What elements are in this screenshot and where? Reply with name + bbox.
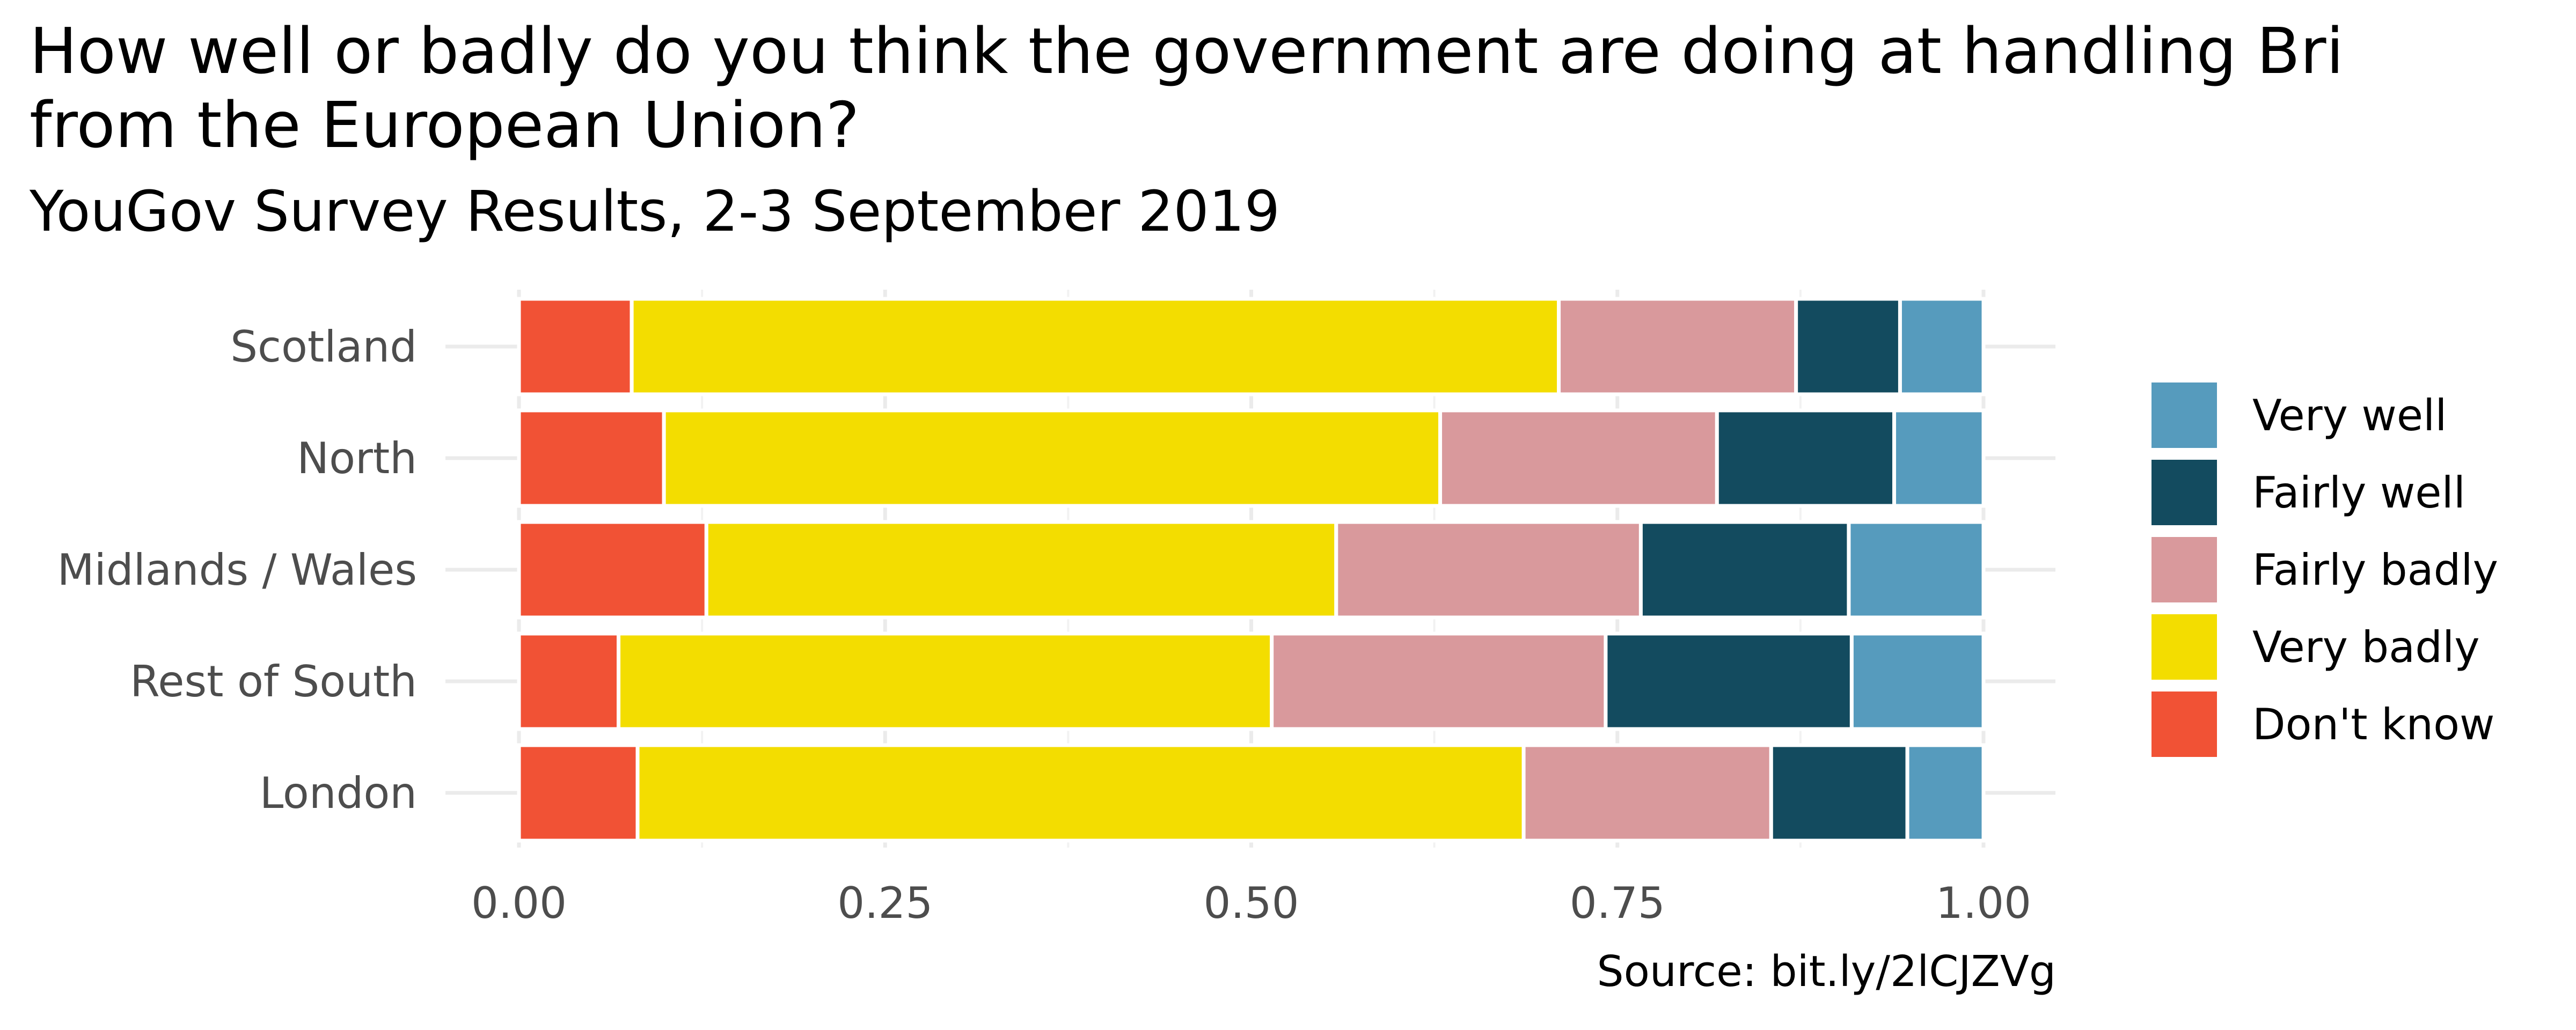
legend-label: Very badly	[2252, 622, 2480, 672]
bar-segment	[1769, 743, 1909, 843]
bar-segment	[1270, 631, 1608, 731]
legend-key	[2151, 614, 2217, 680]
x-tick-label: 0.50	[1203, 878, 1299, 928]
bar-segment	[1715, 408, 1897, 508]
y-tick-label: Rest of South	[130, 657, 417, 707]
bar-segment	[1438, 408, 1719, 508]
legend-label: Very well	[2252, 391, 2447, 440]
legend-key	[2151, 382, 2217, 448]
legend-label: Don't know	[2252, 700, 2494, 749]
y-tick-label: Scotland	[230, 322, 417, 372]
bar-segment	[1638, 520, 1851, 620]
bar-segment	[517, 297, 634, 396]
bar-segment	[517, 631, 621, 731]
bar-segment	[1604, 631, 1854, 731]
bar-segment	[630, 297, 1561, 396]
legend-key	[2151, 537, 2217, 602]
bar-segment	[1898, 297, 1986, 396]
bar-segment	[1847, 520, 1986, 620]
legend-label: Fairly well	[2252, 468, 2465, 518]
chart-title-line-1: How well or badly do you think the gover…	[30, 14, 2344, 88]
legend-key	[2151, 460, 2217, 525]
y-tick-label: Midlands / Wales	[57, 545, 417, 595]
legend-key	[2151, 691, 2217, 757]
bar-segment	[1334, 520, 1643, 620]
y-tick-label: North	[297, 433, 417, 483]
x-tick-label: 0.75	[1570, 878, 1665, 928]
bar-segment	[517, 408, 666, 508]
bar-segment	[1557, 297, 1798, 396]
bar-segment	[704, 520, 1338, 620]
bar-segment	[1892, 408, 1986, 508]
x-tick-label: 0.00	[471, 878, 567, 928]
x-tick-label: 0.25	[837, 878, 933, 928]
y-axis-labels: Scotland North Midlands / Wales Rest of Sou…	[57, 322, 417, 818]
bar-segment	[1905, 743, 1986, 843]
bar-segment	[635, 743, 1526, 843]
y-tick-label: London	[260, 768, 417, 818]
bar-segment	[517, 743, 640, 843]
bar-segment	[617, 631, 1274, 731]
bar-segment	[662, 408, 1443, 508]
chart-subtitle: YouGov Survey Results, 2-3 September 201…	[29, 179, 1280, 244]
legend: Very well Fairly well Fairly badly Very bad…	[2151, 382, 2498, 757]
chart-caption: Source: bit.ly/2lCJZVg	[1597, 947, 2056, 996]
x-axis-labels: 0.00 0.25 0.50 0.75 1.00	[471, 878, 2031, 928]
bar-segment	[517, 520, 708, 620]
bar-segment	[1849, 631, 1986, 731]
legend-label: Fairly badly	[2252, 545, 2498, 595]
chart-title-line-2: from the European Union?	[30, 88, 859, 162]
x-tick-label: 1.00	[1936, 878, 2031, 928]
bar-layer	[517, 297, 1986, 843]
bar-segment	[1521, 743, 1773, 843]
bar-segment	[1794, 297, 1902, 396]
